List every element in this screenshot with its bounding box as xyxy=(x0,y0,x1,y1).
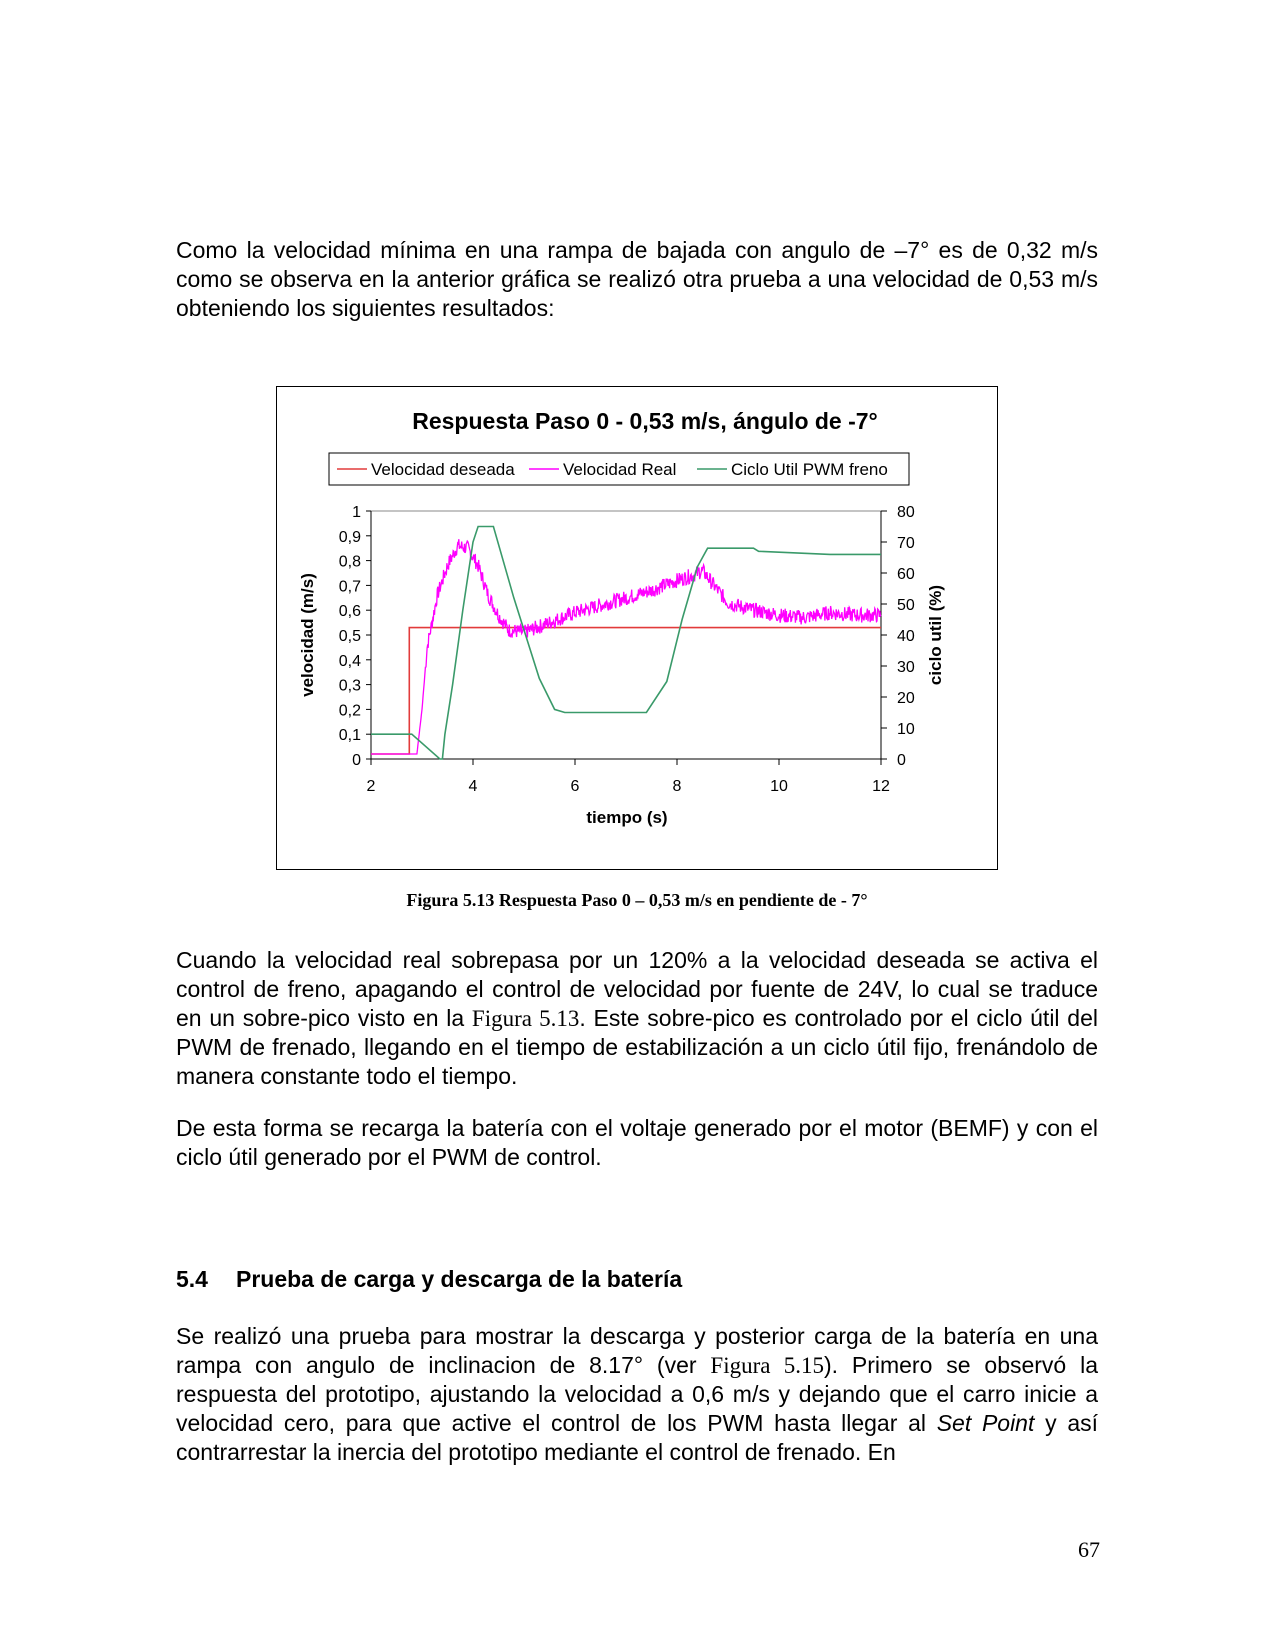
y2-tick-label: 10 xyxy=(897,721,915,738)
y2-tick-label: 20 xyxy=(897,690,915,707)
y-tick-label: 0,4 xyxy=(339,653,361,670)
x-tick-label: 10 xyxy=(770,778,788,795)
series-line-velocidad-real xyxy=(371,539,882,755)
series-line-ciclo-util-pwm-freno xyxy=(371,525,881,760)
intro-text: Como la velocidad mínima en una rampa de… xyxy=(176,237,1098,321)
y2-tick-label: 60 xyxy=(897,566,915,583)
legend-label-velocidad-real: Velocidad Real xyxy=(563,460,676,479)
x-tick-label: 2 xyxy=(367,778,376,795)
legend-label-ciclo-util-pwm-freno: Ciclo Util PWM freno xyxy=(731,460,888,479)
y-tick-label: 0,8 xyxy=(339,554,361,571)
y2-tick-label: 0 xyxy=(897,752,906,769)
battery-text-a: Se realizó una prueba para mostrar la de… xyxy=(176,1323,1098,1378)
y-tick-label: 0 xyxy=(352,752,361,769)
battery-text-b: ). Primero se observó la respuesta del p… xyxy=(176,1352,1098,1436)
y-tick-label: 0,9 xyxy=(339,529,361,546)
y2-tick-label: 80 xyxy=(897,504,915,521)
section-number: 5.4 xyxy=(176,1266,208,1292)
battery-test-paragraph: Se realizó una prueba para mostrar la de… xyxy=(176,1322,1098,1467)
y-tick-label: 0,5 xyxy=(339,628,361,645)
legend-label-velocidad-deseada: Velocidad deseada xyxy=(371,460,515,479)
chart-legend xyxy=(328,452,910,486)
explanation-text-a: Cuando la velocidad real sobrepasa por u… xyxy=(176,947,1098,1031)
explanation-paragraph: Cuando la velocidad real sobrepasa por u… xyxy=(176,946,1098,1091)
x-tick-label: 12 xyxy=(872,778,890,795)
page-number: 67 xyxy=(1078,1537,1100,1562)
figure-5-15-reference-link[interactable]: Figura 5.15 xyxy=(710,1353,824,1378)
recharge-paragraph: De esta forma se recarga la batería con … xyxy=(176,1114,1098,1172)
section-title: Prueba de carga y descarga de la batería xyxy=(236,1266,683,1292)
y-tick-label: 0,7 xyxy=(339,578,361,595)
y-tick-label: 0,1 xyxy=(339,727,361,744)
step-response-chart: Respuesta Paso 0 - 0,53 m/s, ángulo de -… xyxy=(298,408,945,827)
explanation-text-b: . Este sobre-pico es controlado por el c… xyxy=(176,1005,1098,1089)
x-tick-label: 8 xyxy=(673,778,682,795)
y-axis-label: velocidad (m/s) xyxy=(298,573,317,697)
x-tick-label: 4 xyxy=(469,778,478,795)
y2-tick-label: 30 xyxy=(897,659,915,676)
figure-reference-link[interactable]: Figura 5.13 xyxy=(471,1006,580,1031)
chart-frame: Respuesta Paso 0 - 0,53 m/s, ángulo de -… xyxy=(276,386,998,870)
recharge-text: De esta forma se recarga la batería con … xyxy=(176,1115,1098,1170)
y-tick-label: 1 xyxy=(352,504,361,521)
x-tick-label: 6 xyxy=(571,778,580,795)
y-tick-label: 0,3 xyxy=(339,678,361,695)
x-axis-label: tiempo (s) xyxy=(586,808,667,827)
y-tick-label: 0,6 xyxy=(339,603,361,620)
y2-tick-label: 50 xyxy=(897,597,915,614)
section-heading: 5.4 Prueba de carga y descarga de la bate… xyxy=(176,1266,682,1293)
y2-tick-label: 40 xyxy=(897,628,915,645)
figure-caption: Figura 5.13 Respuesta Paso 0 – 0,53 m/s … xyxy=(406,890,868,910)
y2-axis-label: ciclo util (%) xyxy=(926,585,945,685)
y2-tick-label: 70 xyxy=(897,535,915,552)
battery-text-c: y así contrarrestar la inercia del proto… xyxy=(176,1410,1098,1465)
chart-title: Respuesta Paso 0 - 0,53 m/s, ángulo de -… xyxy=(412,408,878,434)
intro-paragraph: Como la velocidad mínima en una rampa de… xyxy=(176,236,1098,323)
set-point-term: Set Point xyxy=(936,1410,1035,1436)
y-tick-label: 0,2 xyxy=(339,702,361,719)
